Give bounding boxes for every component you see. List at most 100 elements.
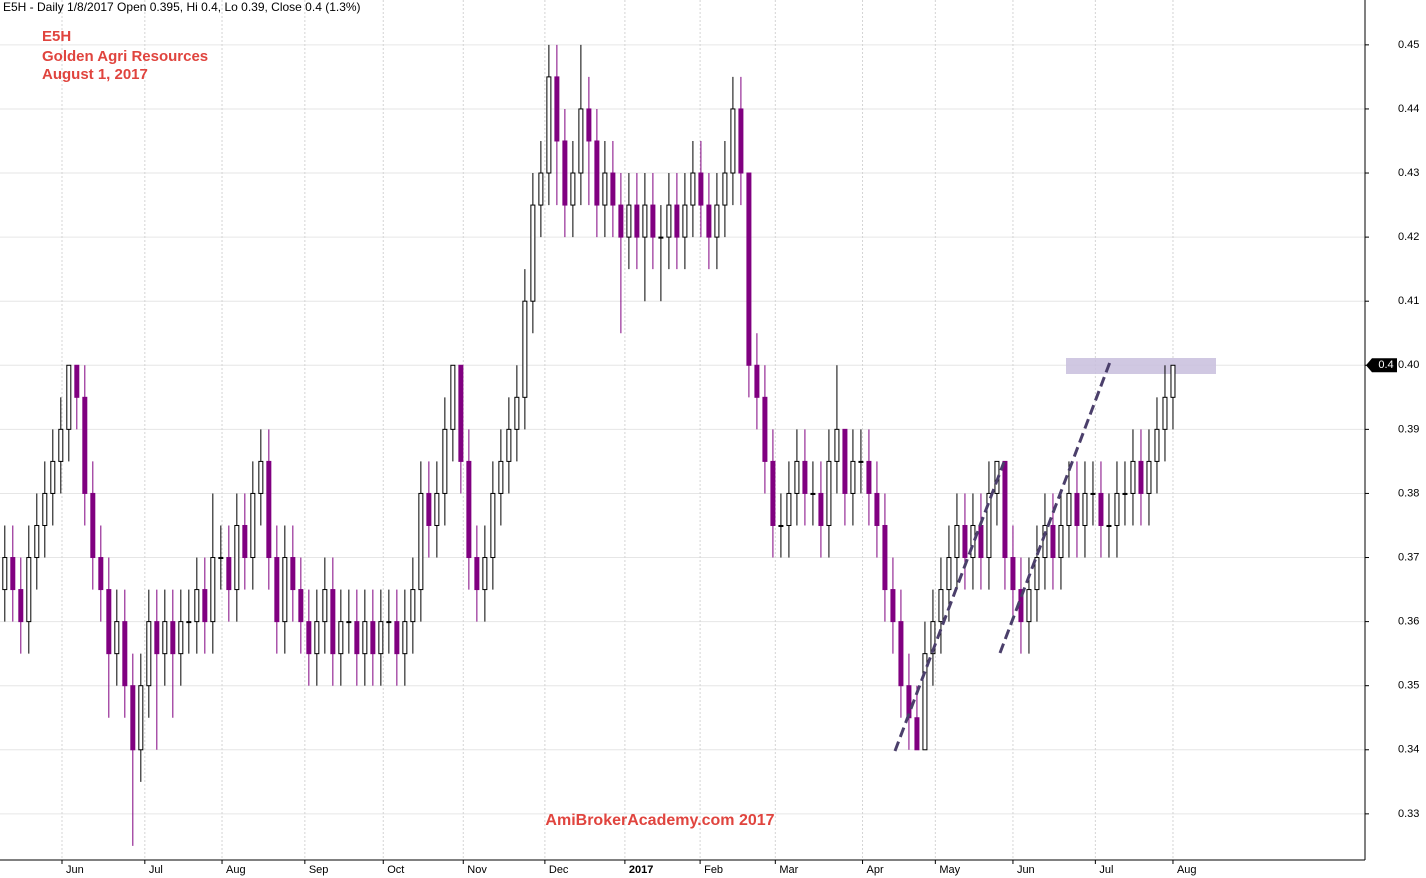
candle-body bbox=[354, 621, 360, 655]
y-tick-label: 0.42 bbox=[1398, 231, 1419, 243]
y-tick-label: 0.34 bbox=[1398, 744, 1419, 756]
candle-body bbox=[1058, 524, 1064, 559]
candle-body bbox=[714, 204, 720, 238]
candle-body bbox=[770, 460, 776, 526]
candle-body bbox=[618, 204, 624, 238]
candle-body bbox=[906, 685, 912, 719]
candle-body bbox=[106, 589, 112, 655]
x-tick-label: Dec bbox=[549, 864, 569, 876]
grid bbox=[0, 0, 1365, 860]
y-tick-label: 0.44 bbox=[1398, 103, 1419, 115]
candle-body bbox=[250, 492, 256, 559]
candle-body bbox=[842, 428, 848, 494]
candle-body bbox=[514, 396, 520, 430]
candle-body bbox=[442, 428, 448, 494]
candle-body bbox=[338, 621, 344, 655]
candle-body bbox=[1114, 492, 1120, 526]
candle-body bbox=[434, 492, 440, 526]
candle-body bbox=[1122, 492, 1128, 495]
candle-body bbox=[1130, 460, 1136, 494]
candle-body bbox=[1138, 460, 1144, 494]
candle-body bbox=[1074, 492, 1080, 526]
candle-body bbox=[778, 524, 784, 527]
candle-body bbox=[746, 172, 752, 366]
candle-body bbox=[426, 492, 432, 526]
candle-body bbox=[1034, 557, 1040, 591]
x-tick-label: Feb bbox=[704, 864, 723, 876]
x-tick-label: Mar bbox=[779, 864, 798, 876]
candle-body bbox=[1106, 524, 1112, 527]
candle-body bbox=[1162, 396, 1168, 430]
x-tick-label: Jun bbox=[66, 864, 84, 876]
x-tick-label: Oct bbox=[387, 864, 404, 876]
candle-body bbox=[98, 557, 104, 591]
candle-body bbox=[946, 557, 952, 591]
candle-body bbox=[122, 621, 128, 687]
candle-body bbox=[466, 460, 472, 559]
candle-body bbox=[210, 557, 216, 623]
candle-body bbox=[346, 621, 352, 624]
candle-body bbox=[634, 204, 640, 238]
candle-body bbox=[282, 557, 288, 623]
candle-body bbox=[658, 236, 664, 239]
candle-body bbox=[506, 428, 512, 462]
candle-body bbox=[850, 460, 856, 494]
candle-body bbox=[290, 557, 296, 591]
x-tick-label: Aug bbox=[226, 864, 246, 876]
y-tick-label: 0.40 bbox=[1398, 359, 1419, 371]
candle-body bbox=[674, 204, 680, 238]
x-tick-label: Jun bbox=[1017, 864, 1035, 876]
candle-body bbox=[986, 492, 992, 559]
chart-date: August 1, 2017 bbox=[42, 66, 148, 83]
candle-body bbox=[194, 589, 200, 623]
candle-body bbox=[34, 524, 40, 559]
candle-body bbox=[818, 492, 824, 526]
candle-body bbox=[258, 460, 264, 494]
last-price-label: 0.4 bbox=[1378, 359, 1393, 371]
candle-body bbox=[562, 140, 568, 206]
candle-body bbox=[418, 492, 424, 591]
candle-body bbox=[874, 492, 880, 526]
candle-body bbox=[322, 589, 328, 623]
candle-body bbox=[1090, 492, 1096, 495]
candle-body bbox=[1098, 492, 1104, 526]
candle-body bbox=[498, 460, 504, 494]
candle-body bbox=[794, 460, 800, 494]
candle-body bbox=[978, 524, 984, 559]
header: E5H - Daily 1/8/2017 Open 0.395, Hi 0.4,… bbox=[3, 0, 361, 14]
candle-body bbox=[810, 492, 816, 495]
axes: 0.330.340.350.360.370.380.390.400.410.42… bbox=[61, 39, 1419, 876]
candle-body bbox=[866, 460, 872, 494]
candle-body bbox=[602, 172, 608, 206]
candle-body bbox=[186, 621, 192, 624]
candle-body bbox=[242, 524, 248, 559]
candle-body bbox=[970, 524, 976, 559]
x-tick-label: Sep bbox=[309, 864, 329, 876]
candle-body bbox=[546, 76, 552, 174]
candle-body bbox=[522, 300, 528, 398]
candle-body bbox=[274, 557, 280, 623]
candle-body bbox=[1050, 524, 1056, 559]
candle-body bbox=[58, 428, 64, 462]
candle-body bbox=[146, 621, 152, 687]
candle-body bbox=[178, 621, 184, 655]
chart-subtitle: Golden Agri Resources bbox=[42, 48, 208, 65]
candle-body bbox=[1002, 460, 1008, 559]
candle-body bbox=[786, 492, 792, 526]
candle-body bbox=[650, 204, 656, 238]
candle-body bbox=[490, 492, 496, 559]
candle-body bbox=[234, 524, 240, 591]
y-tick-label: 0.36 bbox=[1398, 616, 1419, 628]
candle-body bbox=[722, 172, 728, 206]
candle-body bbox=[730, 108, 736, 174]
candle-body bbox=[90, 492, 96, 559]
candle-body bbox=[1146, 460, 1152, 494]
candle-body bbox=[706, 204, 712, 238]
candle-body bbox=[154, 621, 160, 655]
candle-body bbox=[1066, 492, 1072, 526]
candle-body bbox=[1042, 524, 1048, 559]
last-price-box bbox=[1366, 358, 1397, 373]
candle-body bbox=[74, 364, 80, 398]
watermark: AmiBrokerAcademy.com 2017 bbox=[545, 812, 774, 829]
candle-body bbox=[394, 621, 400, 655]
